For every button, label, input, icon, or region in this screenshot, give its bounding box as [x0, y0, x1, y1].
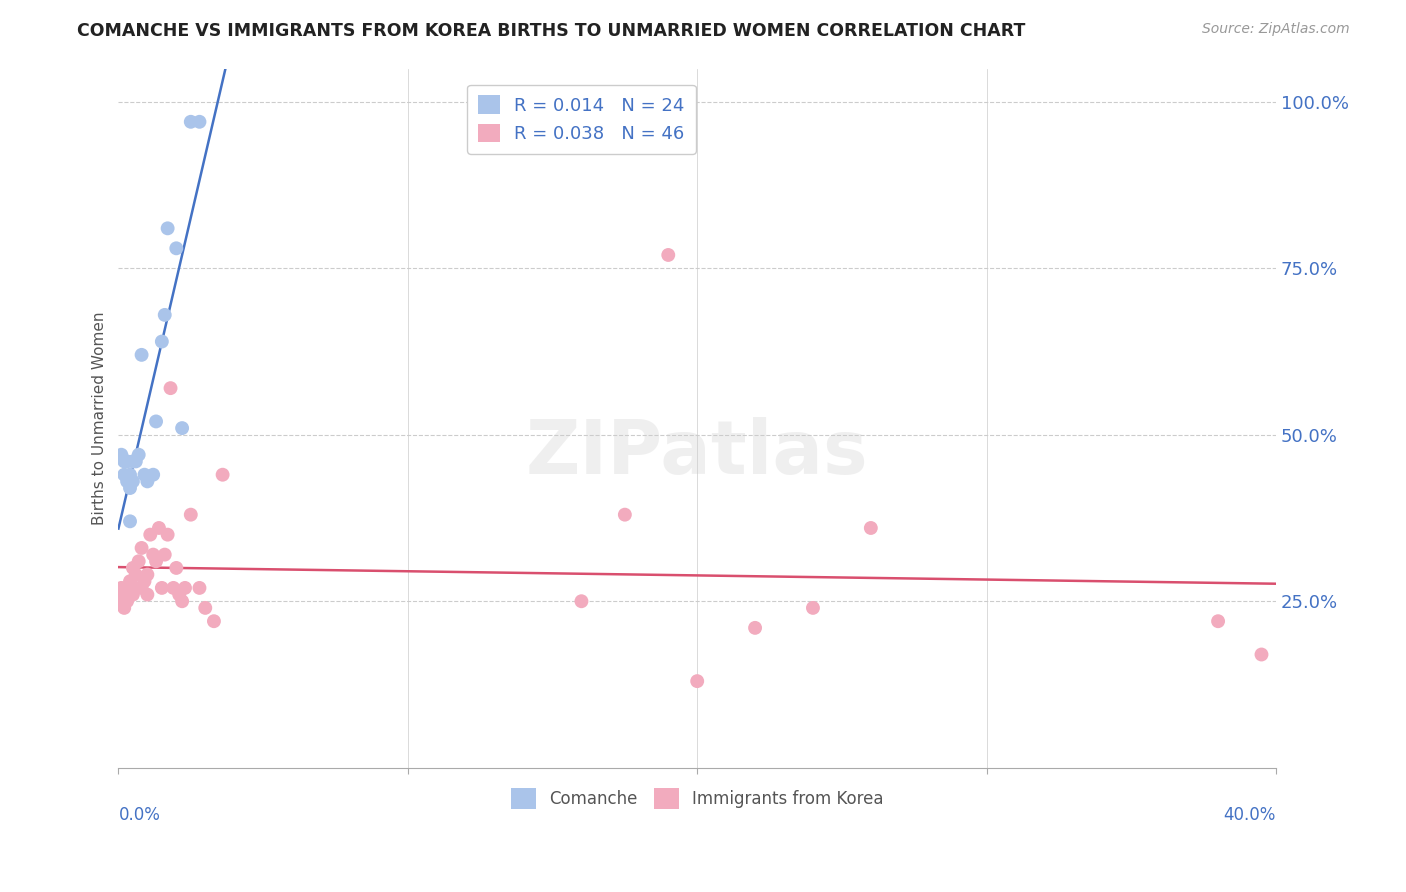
- Point: [139, 527, 162, 541]
- Point: [859, 521, 882, 535]
- Text: ZIPatlas: ZIPatlas: [526, 417, 869, 490]
- Point: [110, 581, 132, 595]
- Point: [115, 581, 138, 595]
- Point: [194, 600, 217, 615]
- Point: [145, 554, 167, 568]
- Point: [112, 454, 135, 468]
- Point: [131, 541, 153, 555]
- Point: [131, 581, 153, 595]
- Point: [112, 467, 135, 482]
- Point: [118, 514, 141, 528]
- Point: [118, 574, 141, 589]
- Point: [125, 454, 148, 468]
- Point: [142, 467, 165, 482]
- Point: [134, 574, 156, 589]
- Point: [156, 527, 179, 541]
- Point: [153, 308, 176, 322]
- Point: [188, 581, 211, 595]
- Point: [122, 561, 145, 575]
- Point: [136, 567, 159, 582]
- Point: [115, 454, 138, 468]
- Point: [122, 475, 145, 489]
- Text: 0.0%: 0.0%: [118, 806, 160, 824]
- Point: [613, 508, 636, 522]
- Point: [125, 567, 148, 582]
- Point: [110, 448, 132, 462]
- Point: [131, 348, 153, 362]
- Text: Source: ZipAtlas.com: Source: ZipAtlas.com: [1202, 22, 1350, 37]
- Point: [115, 594, 138, 608]
- Point: [165, 241, 187, 255]
- Point: [150, 334, 173, 349]
- Point: [136, 475, 159, 489]
- Point: [150, 581, 173, 595]
- Point: [118, 467, 141, 482]
- Point: [686, 674, 709, 689]
- Point: [142, 548, 165, 562]
- Point: [118, 581, 141, 595]
- Point: [128, 554, 150, 568]
- Point: [134, 467, 156, 482]
- Point: [125, 581, 148, 595]
- Point: [202, 614, 225, 628]
- Text: 40.0%: 40.0%: [1223, 806, 1277, 824]
- Point: [159, 381, 181, 395]
- Point: [172, 594, 194, 608]
- Point: [115, 588, 138, 602]
- Point: [112, 600, 135, 615]
- Point: [153, 548, 176, 562]
- Point: [571, 594, 593, 608]
- Point: [174, 581, 197, 595]
- Point: [136, 588, 159, 602]
- Point: [145, 414, 167, 428]
- Point: [1250, 648, 1272, 662]
- Point: [115, 475, 138, 489]
- Point: [744, 621, 766, 635]
- Point: [180, 508, 202, 522]
- Point: [122, 454, 145, 468]
- Point: [211, 467, 233, 482]
- Point: [148, 521, 170, 535]
- Point: [128, 448, 150, 462]
- Point: [165, 561, 187, 575]
- Point: [801, 600, 824, 615]
- Point: [1206, 614, 1229, 628]
- Point: [156, 221, 179, 235]
- Point: [162, 581, 184, 595]
- Point: [657, 248, 679, 262]
- Y-axis label: Births to Unmarried Women: Births to Unmarried Women: [93, 311, 107, 524]
- Point: [172, 421, 194, 435]
- Text: COMANCHE VS IMMIGRANTS FROM KOREA BIRTHS TO UNMARRIED WOMEN CORRELATION CHART: COMANCHE VS IMMIGRANTS FROM KOREA BIRTHS…: [77, 22, 1026, 40]
- Point: [167, 588, 190, 602]
- Point: [110, 594, 132, 608]
- Point: [122, 588, 145, 602]
- Point: [180, 115, 202, 129]
- Point: [112, 588, 135, 602]
- Point: [118, 481, 141, 495]
- Legend: Comanche, Immigrants from Korea: Comanche, Immigrants from Korea: [503, 781, 890, 815]
- Point: [188, 115, 211, 129]
